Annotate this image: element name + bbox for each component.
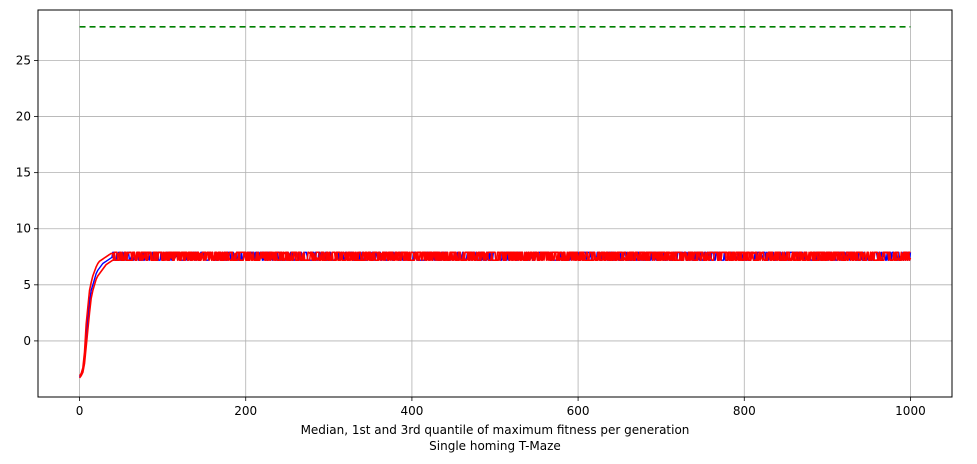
- y-tick-label: 20: [16, 110, 31, 124]
- y-tick-label: 25: [16, 53, 31, 67]
- y-tick-label: 15: [16, 166, 31, 180]
- x-tick-label: 800: [733, 404, 756, 418]
- y-tick-label: 0: [23, 334, 31, 348]
- x-tick-label: 0: [76, 404, 84, 418]
- x-tick-label: 600: [567, 404, 590, 418]
- third-quantile-line: [78, 251, 911, 377]
- axis-ticks: 0 200 400 600 800 1000 0 5 10 15 20 25: [16, 53, 926, 418]
- plot-lines: [78, 26, 912, 379]
- y-tick-label: 5: [23, 278, 31, 292]
- x-tick-label: 1000: [895, 404, 926, 418]
- x-axis-label-line2: Single homing T-Maze: [429, 439, 561, 453]
- y-tick-label: 10: [16, 222, 31, 236]
- grid: [38, 10, 952, 397]
- plot-frame: [37, 9, 953, 398]
- x-tick-label: 400: [400, 404, 423, 418]
- x-axis-label: Median, 1st and 3rd quantile of maximum …: [301, 423, 690, 437]
- x-tick-label: 200: [234, 404, 257, 418]
